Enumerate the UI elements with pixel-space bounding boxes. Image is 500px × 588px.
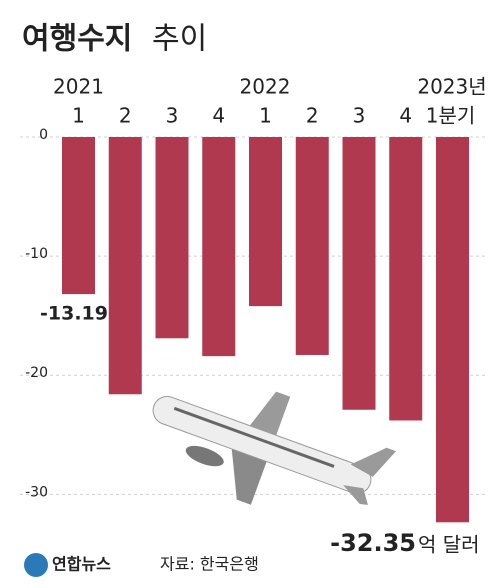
x-tick-label: 1: [259, 104, 272, 128]
year-label: 2021: [53, 75, 104, 99]
x-tick-label: 2: [306, 104, 319, 128]
unit-label: 억 달러: [418, 533, 480, 557]
year-label: 2023년: [417, 75, 486, 99]
logo: 연합뉴스: [52, 555, 111, 574]
x-tick-label: 3: [166, 104, 179, 128]
bar: [62, 137, 95, 295]
y-tick-label: -20: [25, 365, 48, 381]
bar: [295, 137, 329, 355]
y-tick-label: -30: [25, 484, 48, 500]
value-label: -32.35: [330, 529, 416, 557]
chart-title-light: 추이: [152, 22, 207, 57]
chart-title: 여행수지: [22, 22, 132, 57]
y-tick-label: 0: [39, 127, 48, 143]
x-tick-label: 3: [353, 104, 366, 128]
bar: [436, 137, 469, 523]
x-tick-label: 2: [119, 104, 132, 128]
x-tick-label: 1: [72, 104, 85, 128]
airplane: [152, 391, 396, 505]
bar: [202, 137, 236, 357]
bar: [155, 137, 189, 339]
year-label: 2022: [240, 75, 291, 99]
logo-icon: [24, 553, 48, 577]
plot: 0 -10 -20 -30 2021 2022 2023년 1 2 3 4 1 2 3 4 1분기 -13.19…: [20, 75, 487, 557]
value-label: -13.19: [40, 303, 108, 325]
x-tick-label: 4: [212, 104, 225, 128]
bar: [389, 137, 423, 421]
x-tick-label: 4: [399, 104, 412, 128]
source: 자료: 한국은행: [160, 555, 259, 574]
x-tick-label: 1분기: [426, 104, 476, 128]
bar: [342, 137, 376, 410]
bar: [249, 137, 282, 307]
y-tick-label: -10: [25, 246, 48, 262]
bar: [108, 137, 142, 395]
